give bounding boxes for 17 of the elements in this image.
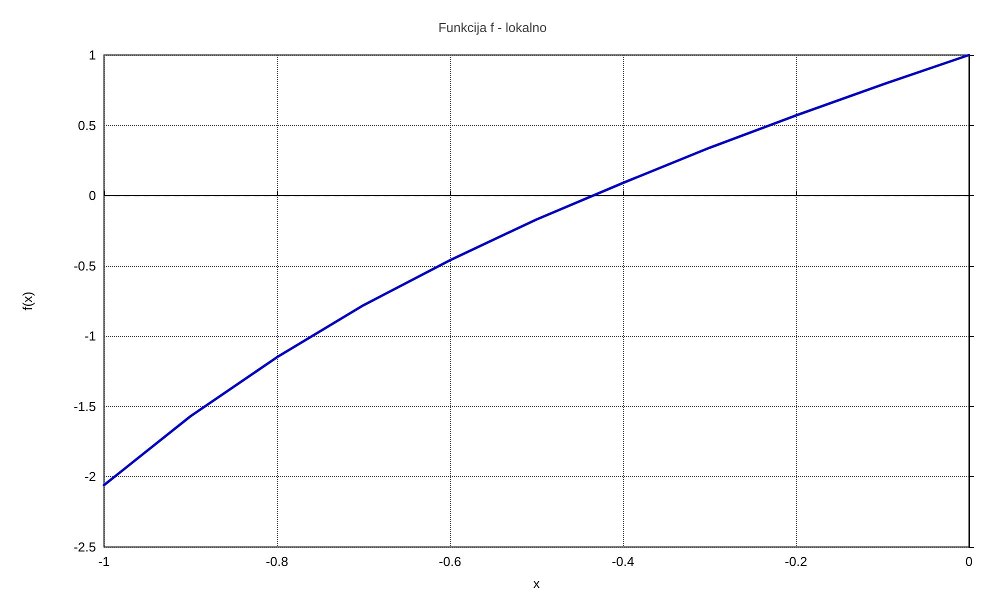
x-tick-label: -0.6 (438, 554, 462, 569)
y-tick-label: -2.5 (74, 540, 96, 554)
x-axis-title: x (533, 576, 540, 591)
y-tick-label: 0 (88, 188, 96, 204)
x-tick-label: -0.4 (612, 554, 634, 569)
x-tick-label: 0 (965, 554, 973, 569)
chart-title: Funkcija f - lokalno (438, 20, 547, 35)
x-tick-label: -1 (98, 554, 110, 569)
x-tick-label: -0.2 (784, 554, 808, 569)
y-tick-label: -2 (84, 469, 96, 484)
y-tick-label: 0.5 (78, 118, 96, 133)
y-axis-title: f(x) (20, 292, 35, 310)
y-tick-label: 1 (88, 48, 96, 62)
y-tick-label: -1 (84, 328, 96, 344)
y-tick-label: -0.5 (74, 258, 96, 274)
y-tick-label: -1.5 (74, 398, 96, 414)
x-tick-label: -0.8 (266, 554, 288, 569)
